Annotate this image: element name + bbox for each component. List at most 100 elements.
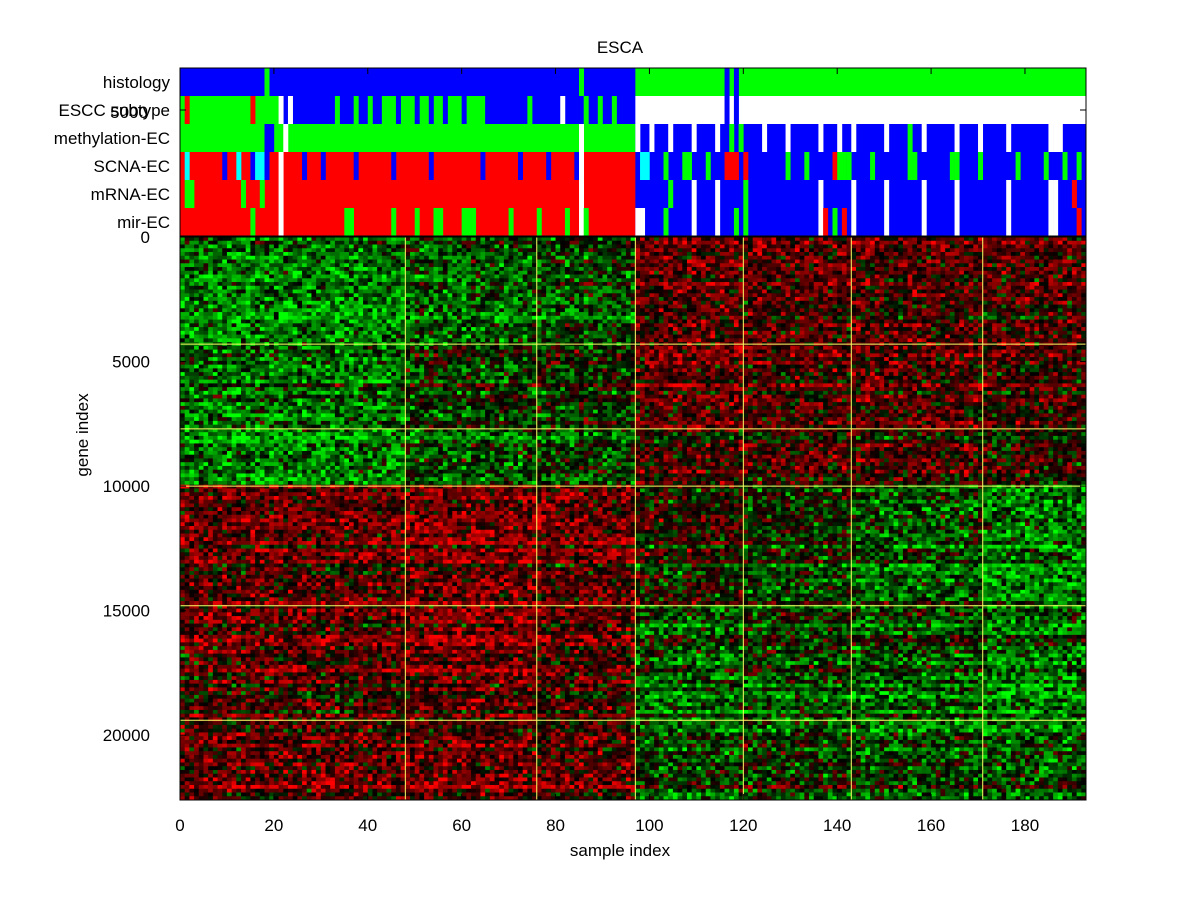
heatmap-cell — [264, 357, 270, 362]
heatmap-cell — [222, 608, 228, 613]
heatmap-cell — [236, 623, 242, 628]
heatmap-cell — [311, 559, 317, 564]
heatmap-cell — [283, 473, 289, 478]
track-sample-cell — [715, 180, 721, 209]
heatmap-cell — [316, 372, 322, 377]
heatmap-cell — [245, 368, 251, 373]
heatmap-cell — [292, 597, 298, 602]
heatmap-cell — [222, 274, 228, 279]
heatmap-cell — [194, 349, 200, 354]
heatmap-cell — [283, 372, 289, 377]
heatmap-cell — [241, 597, 247, 602]
heatmap-cell — [222, 447, 228, 452]
heatmap-cell — [189, 743, 195, 748]
heatmap-cell — [236, 792, 242, 797]
heatmap-cell — [184, 537, 190, 542]
heatmap-cell — [320, 390, 326, 396]
heatmap-cell — [189, 293, 195, 298]
heatmap-cell — [292, 293, 298, 298]
heatmap-cell — [283, 492, 289, 497]
heatmap-cell — [236, 571, 242, 576]
heatmap-cell — [245, 709, 251, 715]
heatmap-cell — [278, 788, 284, 793]
heatmap-cell — [208, 552, 214, 557]
heatmap-cell — [198, 679, 204, 685]
heatmap-cell — [325, 676, 331, 681]
heatmap-cell — [222, 533, 228, 538]
heatmap-cell — [208, 541, 214, 546]
heatmap-cell — [302, 435, 308, 441]
heatmap-cell — [255, 432, 261, 437]
heatmap-cell — [259, 754, 265, 760]
heatmap-cell — [203, 278, 209, 283]
track-sample-cell — [733, 68, 739, 97]
track-sample-cell — [302, 152, 308, 181]
heatmap-cell — [320, 297, 326, 302]
heatmap-cell — [283, 619, 289, 624]
heatmap-cell — [292, 657, 298, 662]
heatmap-cell — [273, 631, 279, 636]
heatmap-cell — [194, 300, 200, 305]
heatmap-cell — [241, 282, 247, 287]
heatmap-cell — [287, 338, 294, 343]
heatmap-cell — [287, 552, 294, 557]
heatmap-cell — [194, 709, 200, 715]
heatmap-cell — [250, 398, 256, 403]
heatmap-cell — [180, 758, 186, 763]
heatmap-cell — [273, 327, 279, 332]
heatmap-cell — [320, 263, 326, 268]
heatmap-cell — [255, 417, 261, 422]
heatmap-cell — [236, 387, 242, 392]
heatmap-cell — [184, 552, 190, 557]
heatmap-cell — [236, 255, 242, 260]
heatmap-cell — [203, 709, 209, 715]
heatmap-cell — [325, 642, 331, 647]
heatmap-cell — [311, 248, 317, 253]
heatmap-cell — [236, 533, 242, 538]
heatmap-cell — [273, 248, 279, 253]
track-sample-cell — [686, 152, 692, 181]
heatmap-cell — [325, 252, 331, 257]
expression-heatmap — [180, 237, 1087, 801]
heatmap-cell — [189, 454, 195, 459]
heatmap-cell — [278, 758, 284, 763]
heatmap-cell — [278, 631, 284, 636]
heatmap-cell — [325, 480, 331, 486]
heatmap-cell — [236, 469, 242, 474]
heatmap-cell — [198, 293, 204, 298]
heatmap-cell — [316, 687, 322, 692]
heatmap-cell — [250, 387, 256, 392]
heatmap-cell — [292, 541, 298, 546]
heatmap-cell — [273, 492, 279, 497]
heatmap-cell — [217, 394, 223, 399]
heatmap-cell — [180, 503, 186, 508]
heatmap-cell — [330, 300, 336, 305]
heatmap-cell — [250, 646, 256, 651]
heatmap-cell — [184, 541, 190, 546]
heatmap-cell — [208, 518, 214, 523]
heatmap-cell — [273, 484, 279, 489]
heatmap-cell — [194, 413, 200, 418]
heatmap-cell — [198, 402, 204, 407]
heatmap-cell — [222, 293, 228, 298]
heatmap-cell — [311, 417, 317, 422]
heatmap-cell — [236, 559, 242, 564]
heatmap-cell — [292, 379, 298, 384]
heatmap-cell — [194, 297, 200, 302]
heatmap-cell — [311, 646, 317, 651]
heatmap-cell — [184, 492, 190, 497]
heatmap-cell — [203, 784, 209, 790]
heatmap-cell — [208, 571, 214, 576]
heatmap-cell — [311, 533, 317, 538]
heatmap-cell — [198, 788, 204, 793]
heatmap-cell — [226, 450, 233, 456]
heatmap-cell — [283, 578, 289, 583]
heatmap-cell — [259, 413, 265, 418]
heatmap-cell — [217, 627, 223, 632]
heatmap-cell — [203, 458, 209, 463]
heatmap-cell — [194, 484, 200, 489]
heatmap-cell — [231, 567, 237, 572]
heatmap-cell — [297, 762, 303, 767]
heatmap-cell — [255, 683, 261, 688]
heatmap-cell — [297, 559, 303, 564]
